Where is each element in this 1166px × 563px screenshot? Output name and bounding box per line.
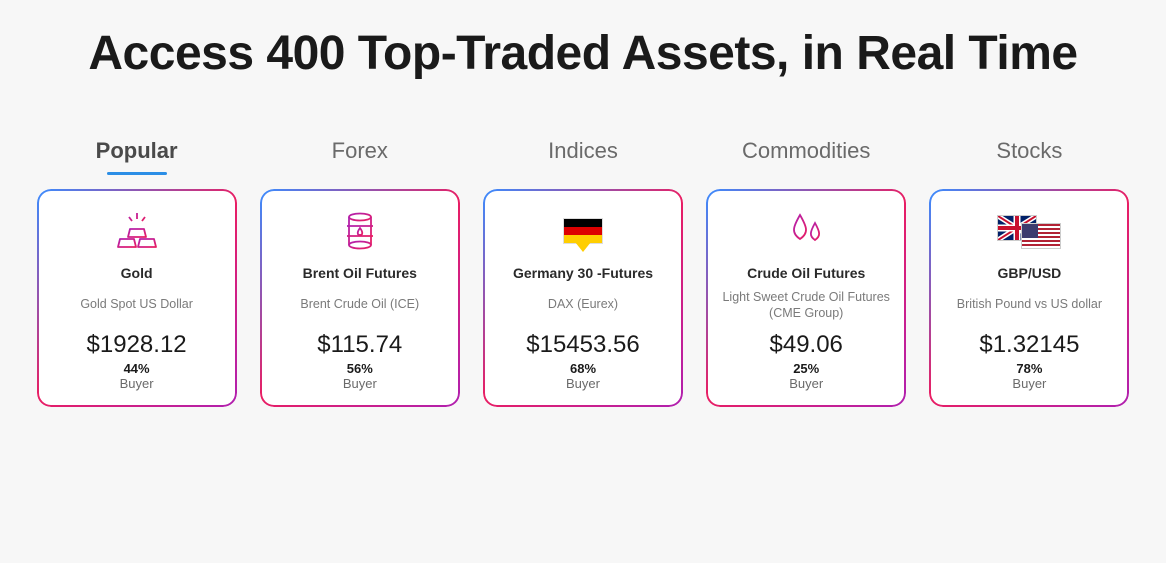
tab-label: Stocks [996,138,1062,164]
tab-indices[interactable]: Indices Germany 30 -Futures DAX (Eurex) … [481,138,684,408]
tab-label: Indices [548,138,618,164]
asset-pct: 44% [49,361,225,376]
asset-desc: Light Sweet Crude Oil Futures (CME Group… [718,289,894,322]
asset-role: Buyer [941,376,1117,391]
gold-icon [49,207,225,255]
asset-card-brent[interactable]: Brent Oil Futures Brent Crude Oil (ICE) … [260,189,460,407]
tab-label: Commodities [742,138,870,164]
asset-price: $115.74 [272,331,448,359]
asset-pct: 78% [941,361,1117,376]
tab-popular[interactable]: Popular Gold Gold Spot US Dolla [35,138,238,408]
asset-role: Buyer [495,376,671,391]
asset-price: $1928.12 [49,331,225,359]
asset-role: Buyer [272,376,448,391]
barrel-icon [272,207,448,255]
asset-name: Gold [49,265,225,281]
page-title: Access 400 Top-Traded Assets, in Real Ti… [35,25,1131,83]
tab-forex[interactable]: Forex Brent Oil Futures [258,138,461,408]
tab-label: Popular [96,138,178,164]
gbpusd-flags-icon [941,207,1117,255]
tab-label: Forex [332,138,388,164]
asset-card-gbpusd[interactable]: GBP/USD British Pound vs US dollar $1.32… [929,189,1129,407]
asset-name: Brent Oil Futures [272,265,448,281]
asset-desc: DAX (Eurex) [495,289,671,321]
tab-stocks[interactable]: Stocks [928,138,1131,408]
tab-underline [107,172,167,175]
tabs-row: Popular Gold Gold Spot US Dolla [35,138,1131,408]
asset-role: Buyer [49,376,225,391]
asset-name: GBP/USD [941,265,1117,281]
asset-price: $15453.56 [495,331,671,359]
asset-pct: 56% [272,361,448,376]
asset-card-gold[interactable]: Gold Gold Spot US Dollar $1928.12 44% Bu… [37,189,237,407]
asset-pct: 25% [718,361,894,376]
asset-name: Crude Oil Futures [718,265,894,281]
asset-role: Buyer [718,376,894,391]
asset-desc: Gold Spot US Dollar [49,289,225,321]
asset-desc: British Pound vs US dollar [941,289,1117,321]
asset-desc: Brent Crude Oil (ICE) [272,289,448,321]
asset-card-germany30[interactable]: Germany 30 -Futures DAX (Eurex) $15453.5… [483,189,683,407]
asset-name: Germany 30 -Futures [495,265,671,281]
asset-price: $1.32145 [941,331,1117,359]
asset-price: $49.06 [718,331,894,359]
asset-pct: 68% [495,361,671,376]
germany-flag-icon [495,207,671,255]
tab-commodities[interactable]: Commodities Crude Oil Futures Light Swee… [705,138,908,408]
asset-card-crude[interactable]: Crude Oil Futures Light Sweet Crude Oil … [706,189,906,408]
crude-drops-icon [718,207,894,255]
